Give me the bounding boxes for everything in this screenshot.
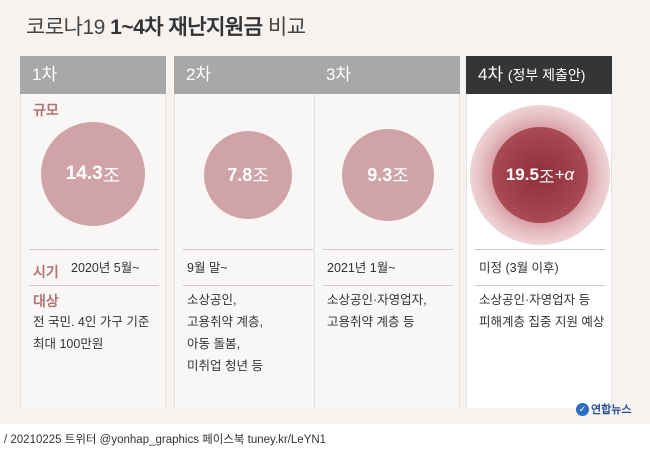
amount-unit: 조 xyxy=(102,165,121,187)
target-line: 최대 100만원 xyxy=(33,337,104,351)
amount-value: 9.3 xyxy=(367,164,393,185)
divider xyxy=(183,285,313,286)
target-line: 소상공인·자영업자 등 xyxy=(479,293,591,307)
divider xyxy=(29,249,159,250)
amount-unit: 조 xyxy=(538,167,555,187)
amount-unit: 조 xyxy=(392,166,409,186)
amount-value: 19.5 xyxy=(505,165,539,184)
column-header-label: 3차 xyxy=(326,65,352,84)
divider xyxy=(29,285,159,286)
period-value: 2020년 5월~ xyxy=(71,261,140,275)
amount-extra: +α xyxy=(554,165,575,184)
title-bold: 1~4차 재난지원금 xyxy=(110,16,263,39)
page-title: 코로나19 1~4차 재난지원금 비교 xyxy=(26,11,306,41)
column-header-label: 4차 xyxy=(478,65,504,84)
amount-circle-4: 19.5 조 +α xyxy=(492,127,588,223)
yonhap-logo-icon: ✓ xyxy=(576,402,589,416)
amount-circle-1: 14.3 조 xyxy=(41,122,145,226)
title-suffix: 비교 xyxy=(262,16,306,39)
title-prefix: 코로나19 xyxy=(26,16,111,39)
column-header-1: 1차 xyxy=(20,56,166,94)
target-line: 고용취약 계층 등 xyxy=(327,315,415,329)
column-body-3: 9.3 조 2021년 1월~ 소상공인·자영업자, 고용취약 계층 등 xyxy=(314,94,460,408)
period-label: 시기 xyxy=(33,264,59,280)
yonhap-logo: ✓ 연합뉴스 xyxy=(576,401,631,417)
target-line: 미취업 청년 등 xyxy=(187,359,263,373)
column-header-label: 1차 xyxy=(32,65,58,84)
amount-value: 14.3 xyxy=(65,163,103,184)
column-body-2: 7.8 조 9월 말~ 소상공인, 고용취약 계층, 아동 돌봄, 미취업 청년 … xyxy=(174,94,320,408)
amount-unit: 조 xyxy=(252,166,269,186)
amount-value: 7.8 xyxy=(227,164,253,185)
column-header-note: (정부 제출안) xyxy=(507,67,586,83)
target-line: 고용취약 계층, xyxy=(187,315,263,329)
column-header-label: 2차 xyxy=(186,65,212,84)
period-value: 미정 (3월 이후) xyxy=(479,261,559,275)
amount-circle-2: 7.8 조 xyxy=(204,131,292,219)
target-line: 소상공인·자영업자, xyxy=(327,293,427,307)
divider xyxy=(475,285,605,286)
amount-circle-3: 9.3 조 xyxy=(342,129,434,221)
column-round-3: 3차 9.3 조 2021년 1월~ 소상공인·자영업자, 고용취약 계층 등 xyxy=(314,56,460,408)
scale-label: 규모 xyxy=(33,102,59,118)
column-round-2: 2차 7.8 조 9월 말~ 소상공인, 고용취약 계층, 아동 돌봄, 미취업 … xyxy=(174,56,320,408)
column-body-4: 19.5 조 +α 미정 (3월 이후) 소상공인·자영업자 등 피해계층 집중 지… xyxy=(466,94,612,408)
column-round-1: 1차 규모 14.3 조 시기 2020년 5월~ 대상 전 국민. 4인 가구 … xyxy=(20,56,166,408)
period-value: 9월 말~ xyxy=(187,261,228,275)
logo-text: 연합뉴스 xyxy=(591,404,632,416)
column-header-4: 4차 (정부 제출안) xyxy=(466,56,612,94)
column-header-3: 3차 xyxy=(314,56,460,94)
credit-footer: / 20210225 트위터 @yonhap_graphics 페이스북 tun… xyxy=(4,434,327,446)
column-body-1: 규모 14.3 조 시기 2020년 5월~ 대상 전 국민. 4인 가구 기준 … xyxy=(20,94,166,408)
target-label: 대상 xyxy=(33,293,59,309)
divider xyxy=(475,249,605,250)
divider xyxy=(323,249,453,250)
target-line: 아동 돌봄, xyxy=(187,337,240,351)
divider xyxy=(323,285,453,286)
column-header-2: 2차 xyxy=(174,56,320,94)
target-line: 전 국민. 4인 가구 기준 xyxy=(33,315,150,329)
target-line: 피해계층 집중 지원 예상 xyxy=(479,315,605,329)
period-value: 2021년 1월~ xyxy=(327,261,396,275)
column-round-4: 4차 (정부 제출안) 19.5 조 +α 미정 (3월 이후) 소상공인·자영업자… xyxy=(466,56,612,408)
divider xyxy=(183,249,313,250)
target-line: 소상공인, xyxy=(187,293,237,307)
